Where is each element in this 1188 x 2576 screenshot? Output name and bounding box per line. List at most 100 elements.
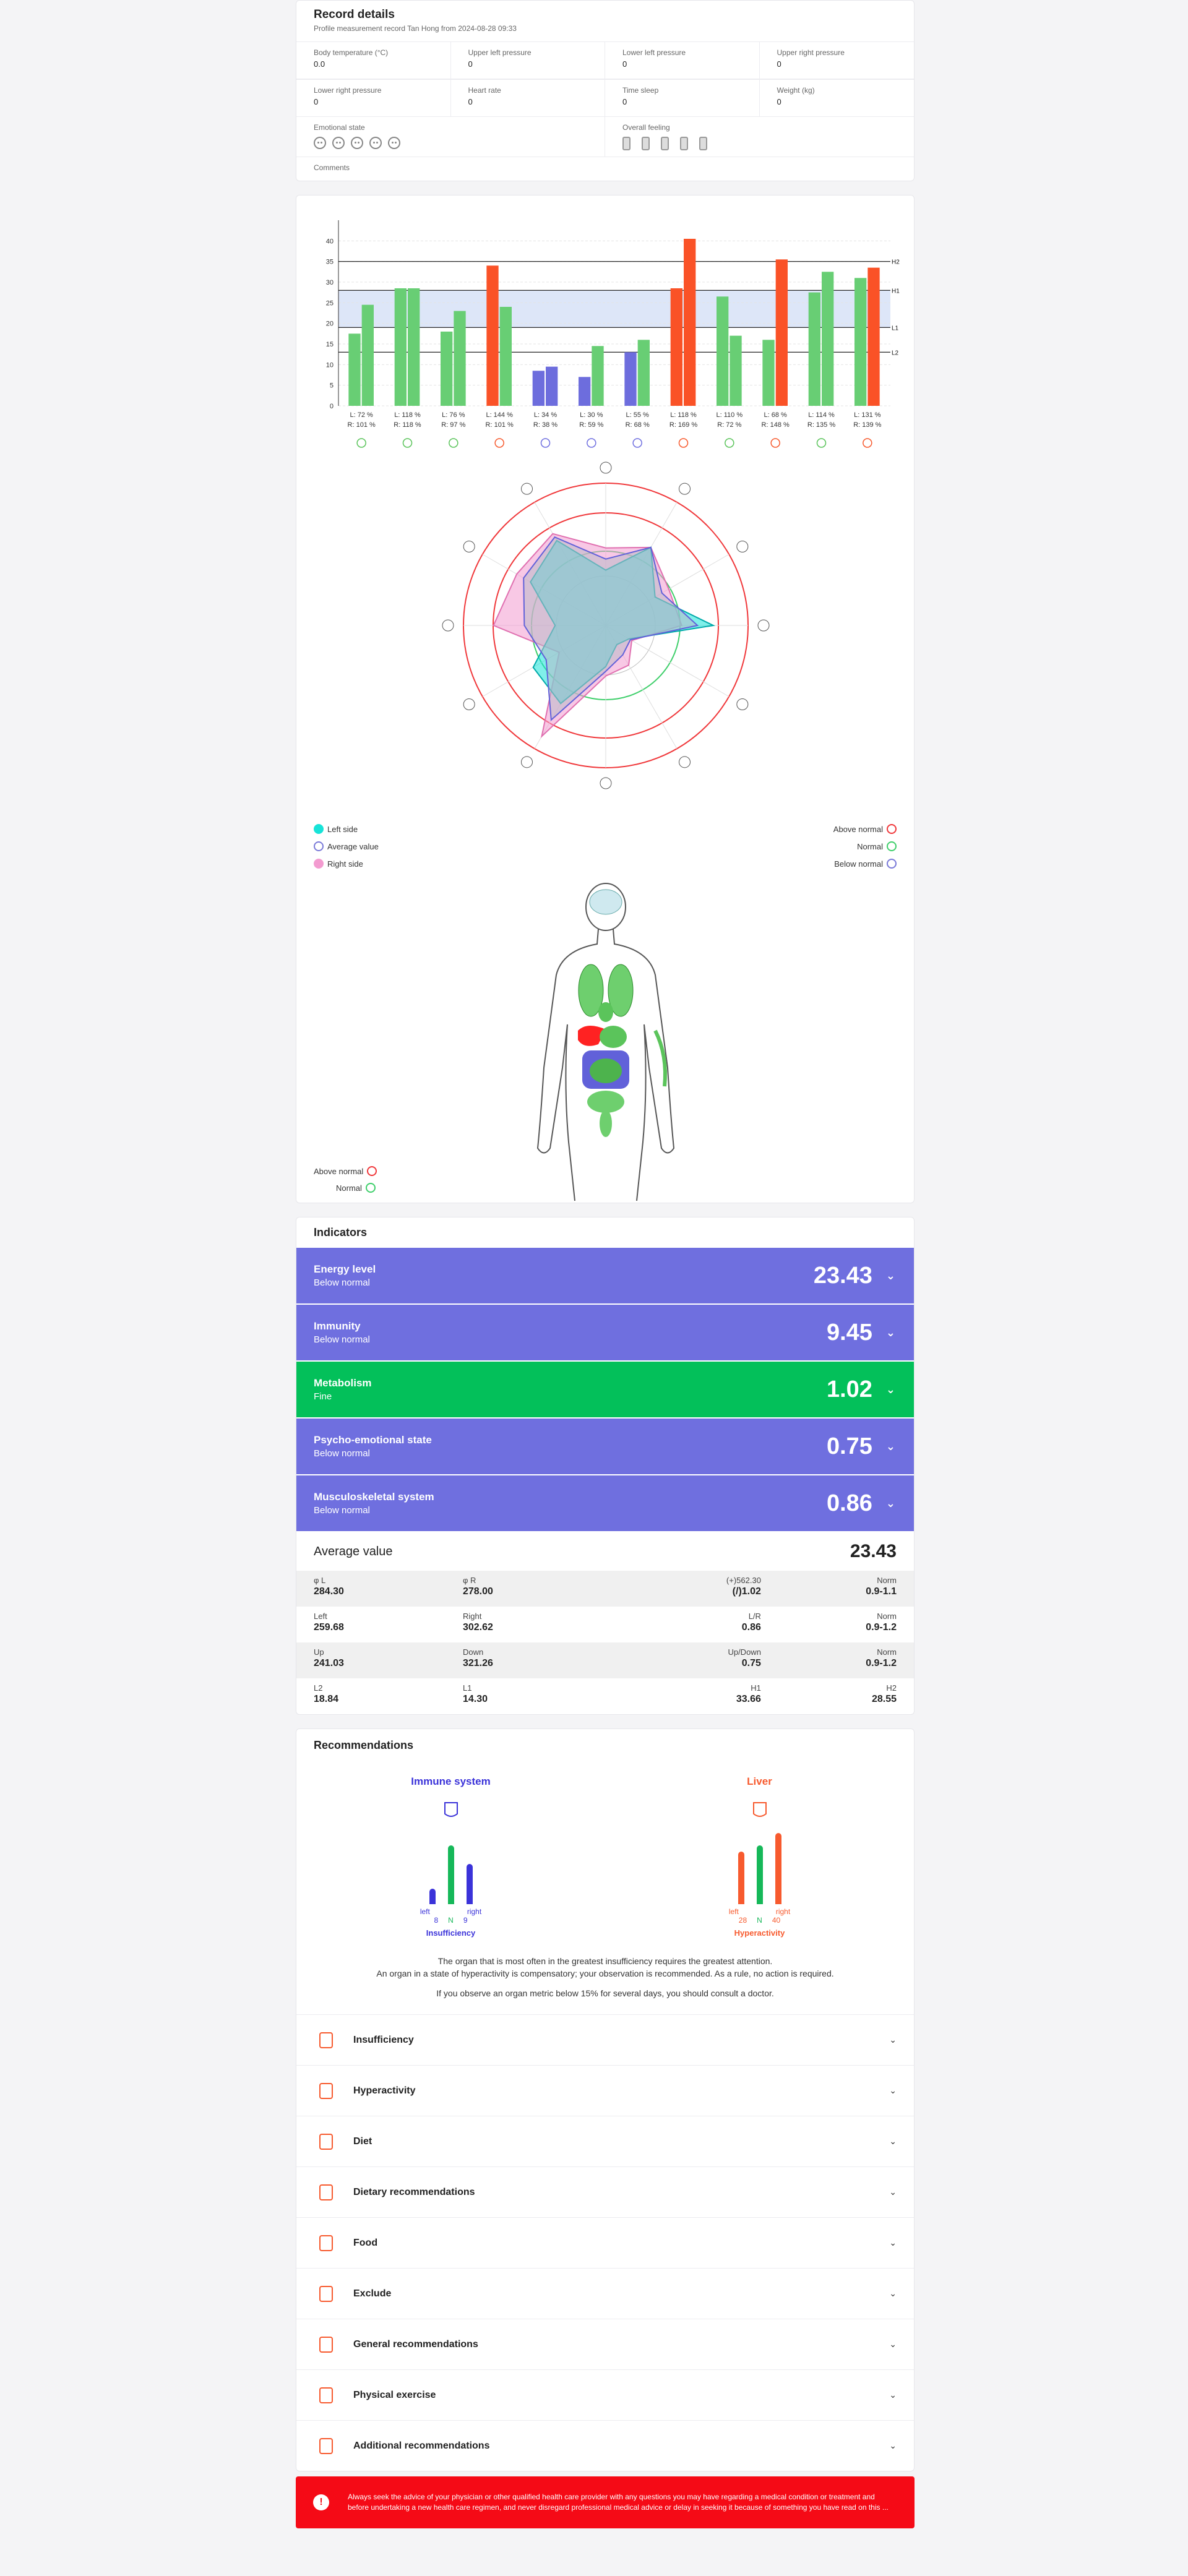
metric-label: Down (462, 1647, 484, 1657)
accordion-additional-recommendations[interactable]: Additional recommendations ⌄ (296, 2420, 914, 2471)
metric-value: 33.66 (736, 1694, 761, 1704)
left-value: 28 (738, 1916, 747, 1925)
radar-chart (442, 462, 770, 789)
chevron-down-icon[interactable]: ⌄ (889, 2441, 897, 2450)
face-icon[interactable] (351, 137, 363, 149)
indicator-name: Immunity (314, 1320, 361, 1332)
section-icon (314, 2231, 338, 2256)
organ-icon (463, 698, 475, 710)
metrics-row: L2 18.84 L1 14.30 H1 33.66 H2 28.55 (296, 1678, 914, 1714)
organ-mini-chart (429, 1802, 473, 1910)
x-tick-label: R: 59 % (579, 421, 603, 429)
body-legend-2: Normal (336, 1180, 376, 1195)
indicator-row[interactable]: Metabolism Fine 1.02 ⌄ (296, 1362, 914, 1419)
x-tick-label: L: 118 % (670, 411, 697, 419)
metric-value: 0.75 (741, 1658, 761, 1668)
normal-swatch (887, 841, 897, 851)
indicator-name: Metabolism (314, 1377, 372, 1389)
chevron-down-icon[interactable]: ⌄ (889, 2187, 897, 2197)
indicator-value: 0.75 (826, 1433, 872, 1459)
metric-cell: (+)562.30 (/)1.02 (612, 1576, 761, 1602)
face-icon[interactable] (369, 137, 382, 149)
indicator-row[interactable]: Musculoskeletal system Below normal 0.86 ⌄ (296, 1475, 914, 1532)
chevron-down-icon[interactable]: ⌄ (885, 1383, 895, 1396)
accordion-dietary-recommendations[interactable]: Dietary recommendations ⌄ (296, 2166, 914, 2217)
radar-legend-right: Above normal Normal Below normal (833, 820, 897, 872)
y-tick-label: 15 (326, 341, 334, 348)
chevron-down-icon[interactable]: ⌄ (889, 2288, 897, 2298)
field-lower-left: Lower left pressure 0 (605, 42, 760, 79)
chevron-down-icon[interactable]: ⌄ (889, 2085, 897, 2095)
chevron-down-icon[interactable]: ⌄ (889, 2035, 897, 2045)
battery-icon[interactable] (661, 137, 669, 150)
emotional-state: Emotional state (296, 117, 605, 157)
metric-value: 259.68 (314, 1622, 344, 1633)
field-upper-left: Upper left pressure 0 (450, 42, 605, 79)
field-body-temp: Body temperature (°C) 0.0 (296, 42, 451, 79)
indicator-value: 0.86 (826, 1490, 872, 1516)
metrics-row: Up 241.03 Down 321.26 Up/Down 0.75 Norm 0.9-1.2 (296, 1642, 914, 1678)
section-icon (314, 2282, 338, 2306)
accordion-food[interactable]: Food ⌄ (296, 2217, 914, 2268)
chevron-down-icon[interactable]: ⌄ (885, 1326, 895, 1339)
bar-right (684, 239, 696, 406)
body-above-label: Above normal (314, 1166, 364, 1176)
x-tick-label: L: 55 % (626, 411, 650, 419)
y-tick-label: 20 (326, 320, 334, 328)
bar-left (808, 292, 821, 406)
accordion-physical-exercise[interactable]: Physical exercise ⌄ (296, 2369, 914, 2420)
face-icon[interactable] (332, 137, 345, 149)
metric-value: 18.84 (314, 1694, 339, 1704)
right-label: right (467, 1907, 482, 1916)
metric-cell: Norm 0.9-1.2 (761, 1612, 897, 1638)
note-3: If you observe an organ metric below 15%… (436, 1988, 774, 1998)
indicator-row[interactable]: Immunity Below normal 9.45 ⌄ (296, 1305, 914, 1362)
y-tick-label: 40 (326, 238, 334, 245)
battery-icon[interactable] (642, 137, 650, 150)
legend-right-label: Right side (327, 859, 363, 869)
indicator-row[interactable]: Psycho-emotional state Below normal 0.75 ⌄ (296, 1419, 914, 1475)
indicator-row[interactable]: Energy level Below normal 23.43 ⌄ (296, 1248, 914, 1305)
feeling-label: Overall feeling (622, 123, 670, 132)
metric-label: H1 (751, 1683, 761, 1693)
indicator-name: Psycho-emotional state (314, 1434, 432, 1446)
chevron-down-icon[interactable]: ⌄ (889, 2136, 897, 2146)
chevron-down-icon[interactable]: ⌄ (885, 1269, 895, 1282)
accordion-hyperactivity[interactable]: Hyperactivity ⌄ (296, 2065, 914, 2116)
chevron-down-icon[interactable]: ⌄ (885, 1440, 895, 1453)
organ-name: Immune system (411, 1775, 491, 1787)
right-side-swatch (314, 859, 324, 869)
section-title: Exclude (353, 2288, 392, 2299)
y-tick-label: 5 (330, 382, 334, 390)
field-value: 0 (314, 97, 319, 106)
x-tick-label: L: 34 % (534, 411, 557, 419)
radar-legend-left: Left side Average value Right side (314, 820, 379, 872)
accordion-general-recommendations[interactable]: General recommendations ⌄ (296, 2319, 914, 2369)
metric-value: (/)1.02 (732, 1586, 761, 1597)
indicator-value: 23.43 (813, 1262, 872, 1289)
battery-icon[interactable] (622, 137, 631, 150)
battery-icon[interactable] (699, 137, 707, 150)
comments-field[interactable]: Comments (314, 163, 350, 172)
field-value: 0 (622, 59, 627, 69)
battery-icon[interactable] (680, 137, 688, 150)
metric-value: 241.03 (314, 1658, 344, 1668)
chevron-down-icon[interactable]: ⌄ (889, 2390, 897, 2400)
chevron-down-icon[interactable]: ⌄ (889, 2238, 897, 2248)
chevron-down-icon[interactable]: ⌄ (885, 1496, 895, 1509)
accordion-exclude[interactable]: Exclude ⌄ (296, 2268, 914, 2319)
indicators-title: Indicators (314, 1226, 368, 1239)
accordion-insufficiency[interactable]: Insufficiency ⌄ (296, 2014, 914, 2065)
bar-left (624, 352, 637, 406)
face-icon[interactable] (314, 137, 326, 149)
legend-avg-label: Average value (327, 841, 379, 851)
x-tick-label: L: 114 % (808, 411, 835, 419)
chevron-down-icon[interactable]: ⌄ (889, 2339, 897, 2349)
accordion-diet[interactable]: Diet ⌄ (296, 2116, 914, 2166)
field-label: Weight (kg) (777, 86, 815, 95)
bar-left (532, 371, 545, 406)
ref-line-label: L2 (892, 350, 899, 356)
metric-label: φ R (462, 1576, 476, 1585)
face-icon[interactable] (388, 137, 400, 149)
bar-right (361, 304, 374, 406)
